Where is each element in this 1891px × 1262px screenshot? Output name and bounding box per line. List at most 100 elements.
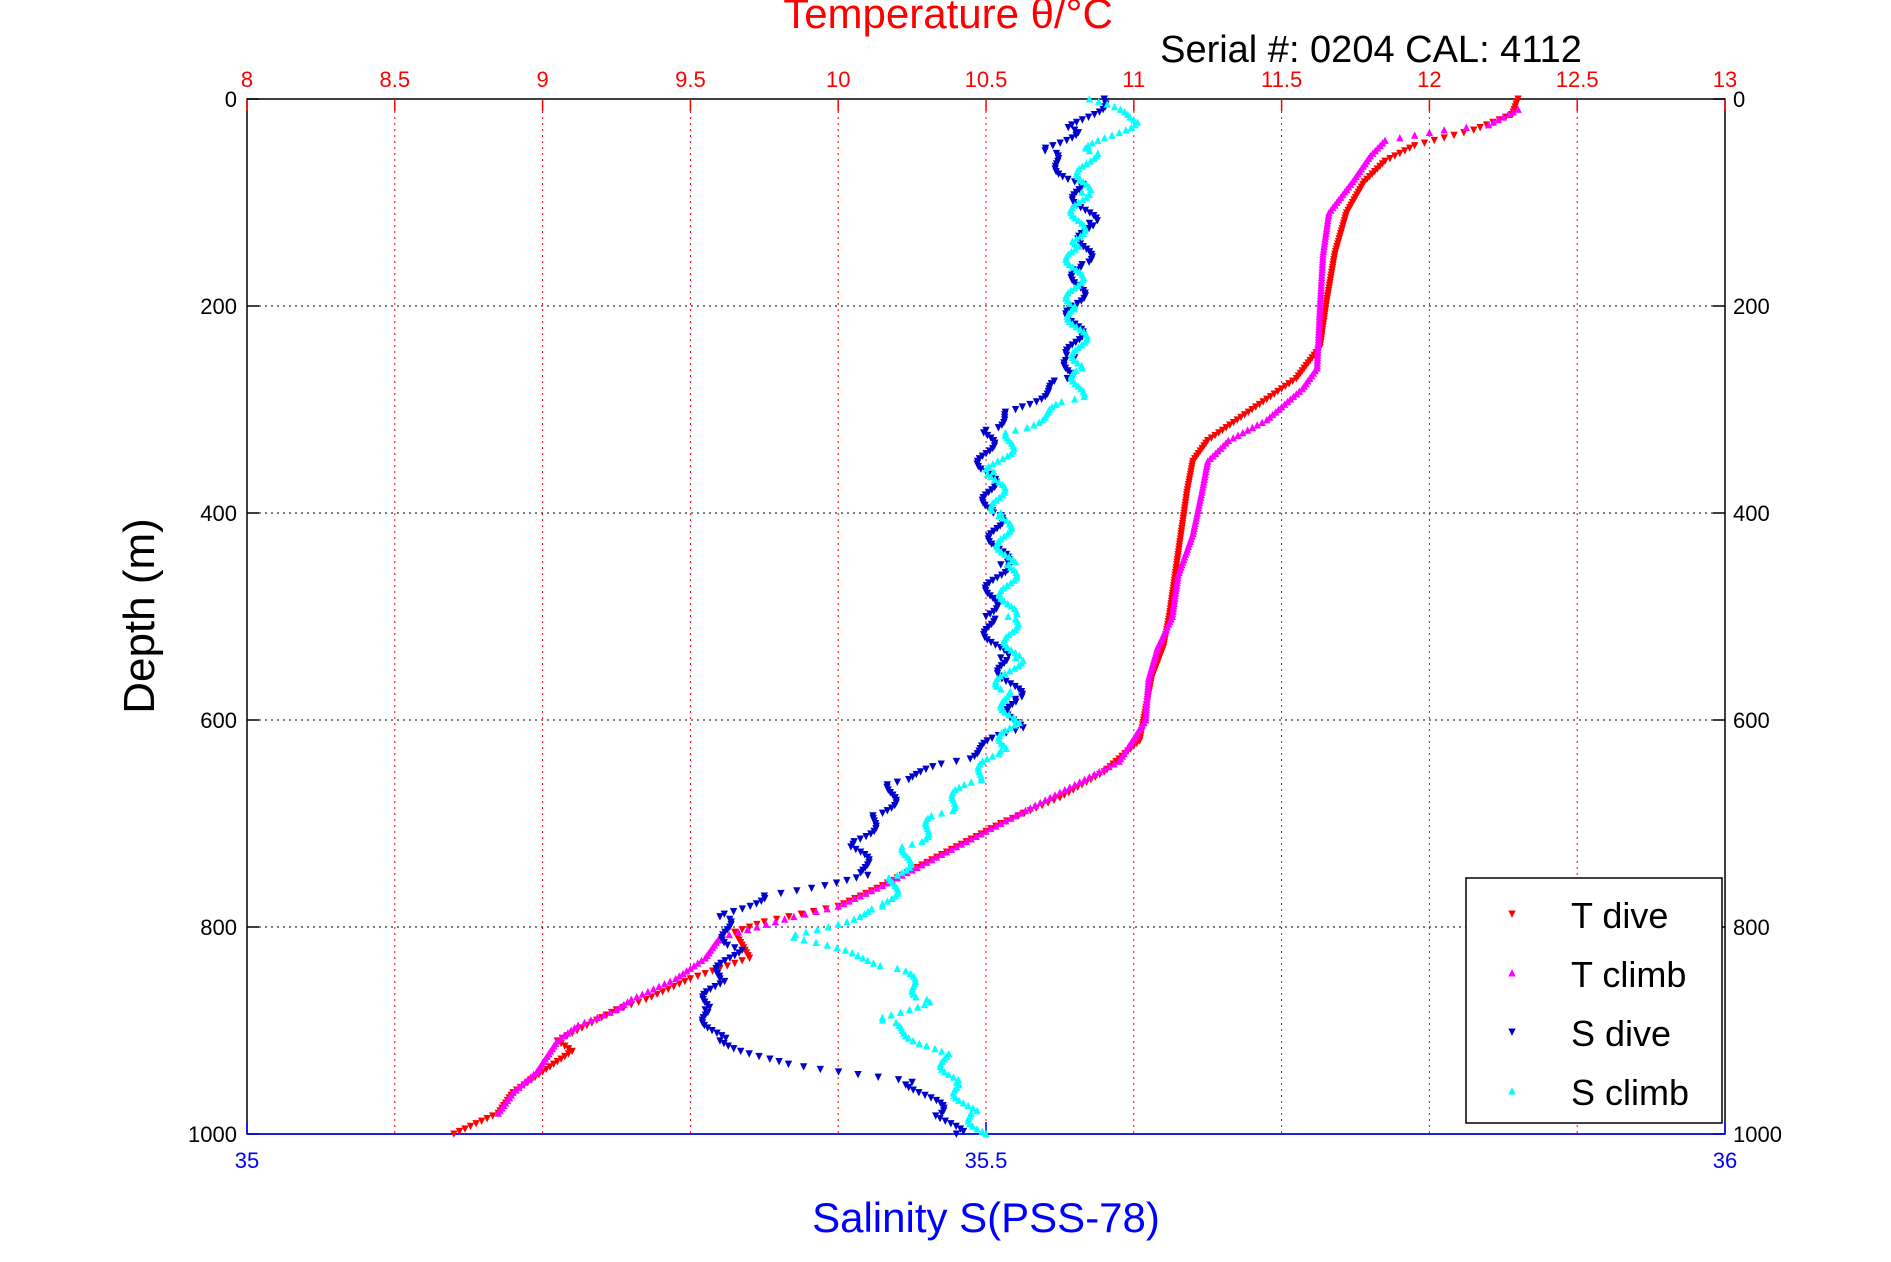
data-point [812, 907, 820, 915]
tick-label-temperature: 12 [1417, 67, 1441, 92]
data-point [1008, 628, 1017, 636]
data-point [1075, 242, 1083, 250]
data-point [952, 1130, 961, 1138]
data-point [1002, 817, 1010, 825]
data-point [1066, 783, 1074, 791]
data-point [850, 915, 858, 923]
data-point [745, 954, 754, 962]
data-point [942, 848, 951, 856]
data-point [864, 956, 872, 965]
data-point [724, 1042, 732, 1050]
data-point [623, 998, 632, 1006]
data-point [777, 889, 785, 898]
data-point [893, 871, 902, 879]
data-point [1001, 669, 1009, 677]
data-point [921, 1091, 929, 1100]
data-point [937, 809, 946, 817]
data-point [977, 775, 986, 784]
data-point [982, 613, 990, 621]
data-point [771, 917, 780, 926]
data-point [1058, 173, 1067, 181]
data-point [1051, 791, 1059, 799]
data-point [856, 912, 864, 921]
data-point [644, 987, 652, 996]
data-point [1071, 379, 1079, 388]
data-point [1071, 245, 1079, 253]
data-point [1100, 765, 1108, 773]
data-point [1064, 175, 1072, 184]
data-point [834, 920, 842, 928]
data-point [731, 959, 739, 968]
data-point [762, 920, 770, 928]
data-point [675, 980, 684, 988]
data-point [1234, 431, 1242, 439]
data-point [1105, 762, 1113, 771]
data-point [949, 806, 957, 815]
data-point [1075, 778, 1084, 786]
data-point [997, 547, 1005, 556]
data-point [1425, 128, 1434, 137]
data-point [659, 988, 667, 996]
data-point [1090, 111, 1099, 119]
data-point [967, 778, 975, 786]
data-point [1004, 612, 1012, 620]
tick-label-temperature: 8 [241, 67, 253, 92]
tick-label-depth-right: 0 [1733, 87, 1745, 112]
tick-label-depth-left: 400 [200, 501, 237, 526]
data-point [708, 1027, 716, 1035]
data-point [909, 1036, 917, 1045]
tick-label-temperature: 8.5 [380, 67, 411, 92]
data-point [683, 967, 691, 975]
data-point [1396, 149, 1404, 158]
data-point [1229, 434, 1237, 442]
data-point [1430, 136, 1439, 145]
data-point [1068, 263, 1077, 271]
data-point [1046, 793, 1054, 802]
data-point [982, 465, 990, 473]
data-point [960, 780, 969, 789]
data-point [730, 1045, 738, 1053]
data-point [726, 954, 734, 962]
data-point [1095, 767, 1103, 776]
tick-label-temperature: 10 [826, 67, 850, 92]
data-point [876, 961, 884, 970]
data-point [891, 892, 900, 900]
data-point [859, 954, 867, 962]
data-point [854, 1070, 862, 1079]
data-point [1110, 760, 1118, 768]
data-point [494, 1109, 502, 1117]
data-point [1085, 146, 1094, 155]
data-point [994, 424, 1003, 432]
tick-label-salinity: 35.5 [965, 1148, 1008, 1173]
data-point [1005, 710, 1013, 719]
data-point [775, 1058, 783, 1066]
data-point [902, 967, 910, 975]
data-point [633, 992, 641, 1001]
data-point [1015, 651, 1024, 659]
data-point [1410, 142, 1419, 150]
data-point [964, 1101, 972, 1110]
data-point [1440, 134, 1448, 142]
data-point [1126, 113, 1134, 121]
data-point [723, 962, 732, 970]
data-point [1037, 395, 1046, 404]
data-point [833, 943, 841, 952]
data-point [731, 944, 739, 952]
data-point [560, 1031, 568, 1040]
data-point [1076, 232, 1085, 240]
data-point [647, 993, 656, 1001]
data-point [670, 983, 678, 991]
data-point [723, 941, 732, 949]
legend-marker [1508, 1087, 1516, 1095]
data-point [843, 917, 851, 926]
data-point [1074, 343, 1082, 351]
data-point [1007, 563, 1015, 571]
data-point [923, 858, 931, 866]
data-point [957, 840, 966, 848]
series-s-climb [790, 95, 1142, 1138]
data-point [995, 749, 1003, 758]
temperature-axis-title: Temperature θ/°C [783, 0, 1113, 37]
data-point [793, 887, 801, 895]
data-point [909, 1086, 917, 1094]
